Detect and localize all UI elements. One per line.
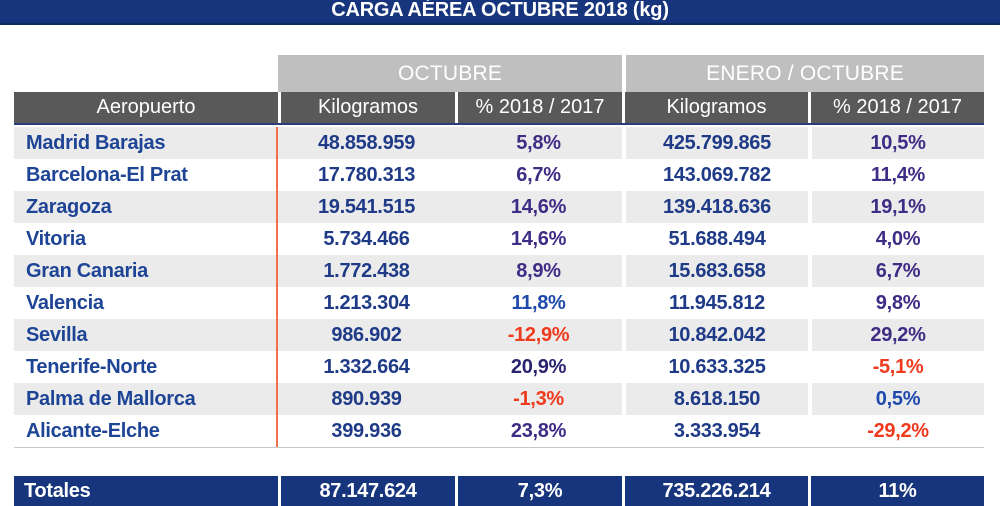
airport-name-cell: Gran Canaria (14, 255, 278, 287)
table-row: Valencia 1.213.304 11,8% 11.945.812 9,8% (14, 287, 984, 319)
table-row: Tenerife-Norte 1.332.664 20,9% 10.633.32… (14, 351, 984, 383)
airport-name-cell: Valencia (14, 287, 278, 319)
totals-label: Totales (24, 479, 91, 502)
ytd-pct-cell: 6,7% (808, 255, 984, 287)
totals-ytd-pct: 11% (808, 476, 984, 506)
ytd-kg-cell: 139.418.636 (622, 191, 808, 223)
oct-kg-cell: 5.734.466 (323, 227, 410, 250)
ytd-kg-cell: 10.633.325 (622, 351, 808, 383)
column-header-pct-ytd: % 2018 / 2017 (808, 92, 984, 123)
totals-oct-kg: 87.147.624 (278, 476, 455, 506)
oct-pct-cell: 5,8% (516, 131, 561, 154)
table-body: Madrid Barajas 48.858.959 5,8% 425.799.8… (14, 127, 984, 448)
ytd-kg-cell: 51.688.494 (622, 223, 808, 255)
airport-name-cell: Zaragoza (14, 191, 278, 223)
column-header-kilogramos-ytd: Kilogramos (622, 92, 808, 123)
airport-name-cell: Madrid Barajas (14, 127, 278, 159)
ytd-pct-cell: 0,5% (808, 383, 984, 415)
oct-pct-cell: 11,8% (511, 291, 566, 314)
ytd-kg-cell: 425.799.865 (622, 127, 808, 159)
oct-kg-cell: 986.902 (331, 323, 402, 346)
column-header-kilogramos-oct: Kilogramos (278, 92, 455, 123)
airport-name-cell: Vitoria (14, 223, 278, 255)
table-row: Gran Canaria 1.772.438 8,9% 15.683.658 6… (14, 255, 984, 287)
oct-pct-cell: 14,6% (510, 227, 567, 250)
ytd-kg-cell: 10.842.042 (622, 319, 808, 351)
ytd-kg-cell: 8.618.150 (622, 383, 808, 415)
table-group-header-row: OCTUBRE ENERO / OCTUBRE (14, 55, 984, 92)
ytd-kg-cell: 11.945.812 (622, 287, 808, 319)
oct-kg-cell: 1.772.438 (323, 259, 410, 282)
ytd-pct-cell: 9,8% (808, 287, 984, 319)
ytd-pct-cell: 29,2% (808, 319, 984, 351)
airport-name-cell: Alicante-Elche (14, 415, 278, 447)
column-header-pct-oct: % 2018 / 2017 (455, 92, 622, 123)
table-row: Zaragoza 19.541.515 14,6% 139.418.636 19… (14, 191, 984, 223)
ytd-pct-cell: 19,1% (808, 191, 984, 223)
oct-kg-cell: 19.541.515 (317, 195, 416, 218)
oct-kg-cell: 48.858.959 (317, 131, 416, 154)
oct-pct-cell: 8,9% (516, 259, 561, 282)
ytd-kg-cell: 15.683.658 (622, 255, 808, 287)
group-header-blank (14, 55, 278, 92)
oct-pct-cell: 6,7% (516, 163, 561, 186)
column-header-aeropuerto: Aeropuerto (14, 92, 278, 123)
report-title-bar: CARGA AÉREA OCTUBRE 2018 (kg) (0, 0, 1000, 25)
oct-pct-cell: 23,8% (510, 419, 567, 442)
oct-kg-cell: 1.213.304 (323, 291, 410, 314)
ytd-pct-cell: -5,1% (808, 351, 984, 383)
totals-row: Totales 87.147.624 7,3% 735.226.214 11% (14, 476, 984, 506)
table-row: Alicante-Elche 399.936 23,8% 3.333.954 -… (14, 415, 984, 447)
oct-pct-cell: 14,6% (510, 195, 567, 218)
airport-name-cell: Barcelona-El Prat (14, 159, 278, 191)
ytd-pct-cell: -29,2% (808, 415, 984, 447)
ytd-pct-cell: 11,4% (808, 159, 984, 191)
ytd-kg-cell: 3.333.954 (622, 415, 808, 447)
table-row: Sevilla 986.902 -12,9% 10.842.042 29,2% (14, 319, 984, 351)
oct-kg-cell: 399.936 (331, 419, 402, 442)
airport-name-cell: Tenerife-Norte (14, 351, 278, 383)
airport-name-cell: Sevilla (14, 319, 278, 351)
oct-kg-cell: 890.939 (331, 387, 402, 410)
group-header-enero-octubre: ENERO / OCTUBRE (622, 55, 984, 92)
cargo-table: OCTUBRE ENERO / OCTUBRE Aeropuerto Kilog… (14, 55, 984, 448)
page-title: CARGA AÉREA OCTUBRE 2018 (kg) (331, 0, 669, 21)
table-row: Vitoria 5.734.466 14,6% 51.688.494 4,0% (14, 223, 984, 255)
oct-pct-cell: 20,9% (510, 355, 567, 378)
ytd-pct-cell: 4,0% (808, 223, 984, 255)
table-row: Palma de Mallorca 890.939 -1,3% 8.618.15… (14, 383, 984, 415)
table-row: Barcelona-El Prat 17.780.313 6,7% 143.06… (14, 159, 984, 191)
airport-name-cell: Palma de Mallorca (14, 383, 278, 415)
oct-kg-cell: 1.332.664 (323, 355, 410, 378)
group-header-octubre: OCTUBRE (278, 55, 622, 92)
oct-pct-cell: -1,3% (513, 387, 564, 410)
oct-pct-cell: -12,9% (507, 323, 570, 346)
table-row: Madrid Barajas 48.858.959 5,8% 425.799.8… (14, 127, 984, 159)
oct-kg-cell: 17.780.313 (317, 163, 416, 186)
totals-ytd-kg: 735.226.214 (622, 476, 808, 506)
ytd-pct-cell: 10,5% (808, 127, 984, 159)
table-header-row: Aeropuerto Kilogramos % 2018 / 2017 Kilo… (14, 92, 984, 125)
ytd-kg-cell: 143.069.782 (622, 159, 808, 191)
totals-oct-pct: 7,3% (455, 476, 622, 506)
